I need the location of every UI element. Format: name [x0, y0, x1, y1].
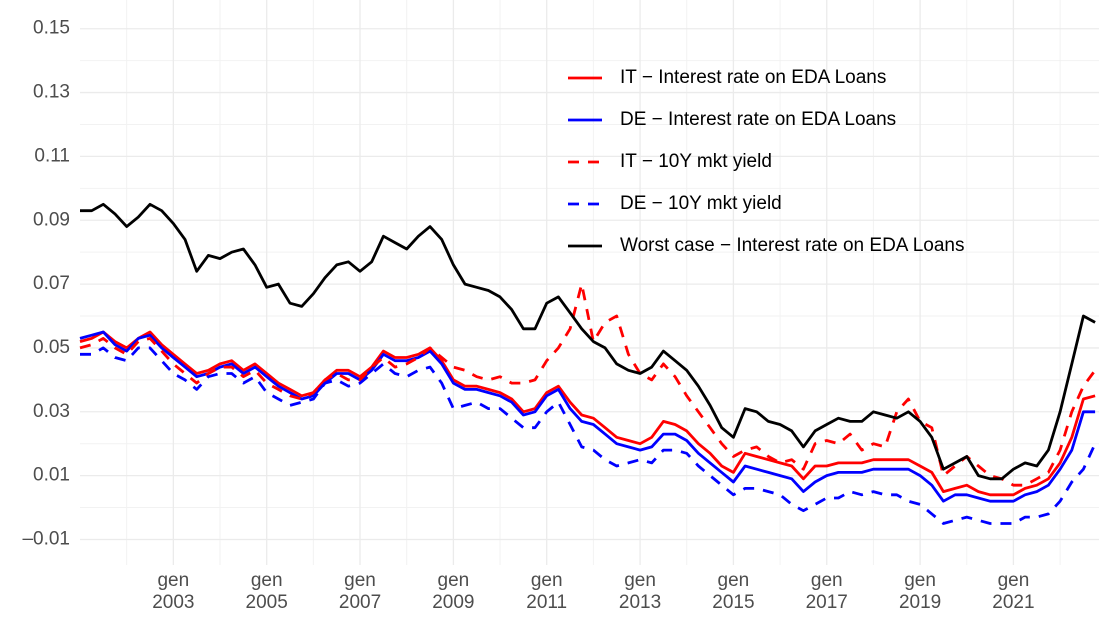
- legend-label: IT − Interest rate on EDA Loans: [620, 67, 886, 88]
- x-tick-label: gen 2007: [338, 570, 382, 613]
- series-line: [80, 202, 1096, 481]
- legend-label: Worst case − Interest rate on EDA Loans: [620, 235, 964, 256]
- y-tick-label: 0.03: [33, 401, 70, 422]
- x-tick-label: gen 2017: [805, 570, 848, 613]
- series-line: [80, 346, 1097, 525]
- y-tick-label: 0.07: [33, 273, 70, 294]
- legend-label: IT − 10Y mkt yield: [620, 151, 772, 172]
- legend-label: DE − 10Y mkt yield: [620, 193, 782, 214]
- series-line: [79, 330, 1096, 503]
- x-tick-label: gen 2011: [526, 570, 568, 613]
- y-tick-label: 0.11: [34, 145, 70, 166]
- y-tick-label: 0.13: [33, 82, 70, 103]
- x-tick-label: gen 2015: [712, 570, 755, 613]
- y-tick-label: 0.15: [33, 18, 70, 39]
- x-tick-label: gen 2021: [992, 570, 1035, 613]
- series-line: [79, 330, 1096, 497]
- x-tick-label: gen 2005: [245, 570, 288, 613]
- x-tick-label: gen 2019: [898, 570, 942, 613]
- x-tick-label: gen 2013: [618, 570, 662, 613]
- y-tick-label: –0.01: [22, 528, 70, 549]
- x-tick-label: gen 2009: [432, 570, 475, 613]
- legend-label: DE − Interest rate on EDA Loans: [620, 109, 896, 130]
- y-tick-label: 0.01: [33, 465, 70, 486]
- legend: IT − Interest rate on EDA Loans DE − Inte…: [568, 67, 964, 256]
- y-tick-label: 0.05: [33, 337, 70, 358]
- x-tick-label: gen 2003: [152, 570, 195, 613]
- grid: [80, 0, 1099, 565]
- y-tick-label: 0.09: [33, 209, 70, 230]
- series-line: [79, 282, 1097, 487]
